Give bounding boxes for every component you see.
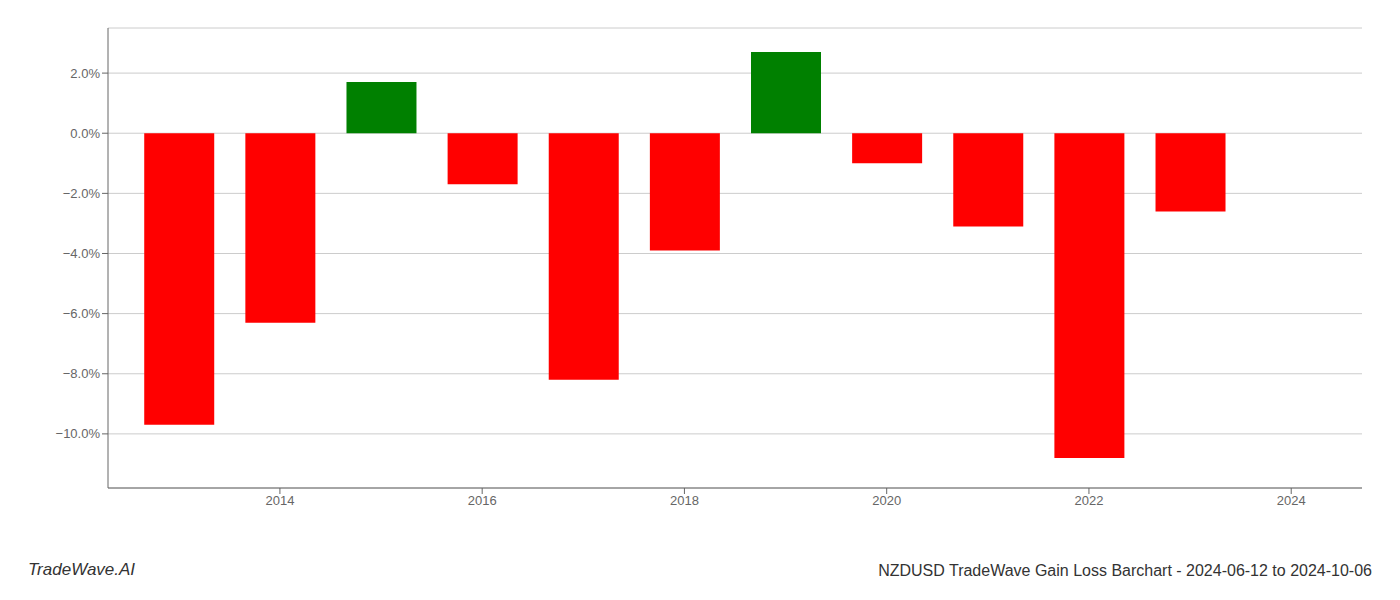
svg-text:−4.0%: −4.0% [63,246,101,261]
svg-text:2018: 2018 [670,493,699,508]
svg-text:2016: 2016 [468,493,497,508]
svg-text:−10.0%: −10.0% [56,426,101,441]
html-text:NZDUSD TradeWave Gain Loss Bar: NZDUSD TradeWave Gain Loss Barchart - 20… [878,562,1372,579]
svg-text:2024: 2024 [1277,493,1306,508]
svg-text:2.0%: 2.0% [70,66,100,81]
svg-text:−2.0%: −2.0% [63,186,101,201]
html-text:TradeWave.AI: TradeWave.AI [28,560,136,579]
svg-text:0.0%: 0.0% [70,126,100,141]
svg-text:2014: 2014 [265,493,294,508]
svg-text:−6.0%: −6.0% [63,306,101,321]
svg-text:2022: 2022 [1074,493,1103,508]
svg-text:−8.0%: −8.0% [63,366,101,381]
svg-text:2020: 2020 [872,493,901,508]
